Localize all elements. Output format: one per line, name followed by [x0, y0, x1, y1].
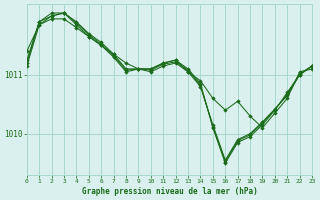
X-axis label: Graphe pression niveau de la mer (hPa): Graphe pression niveau de la mer (hPa)	[82, 187, 257, 196]
